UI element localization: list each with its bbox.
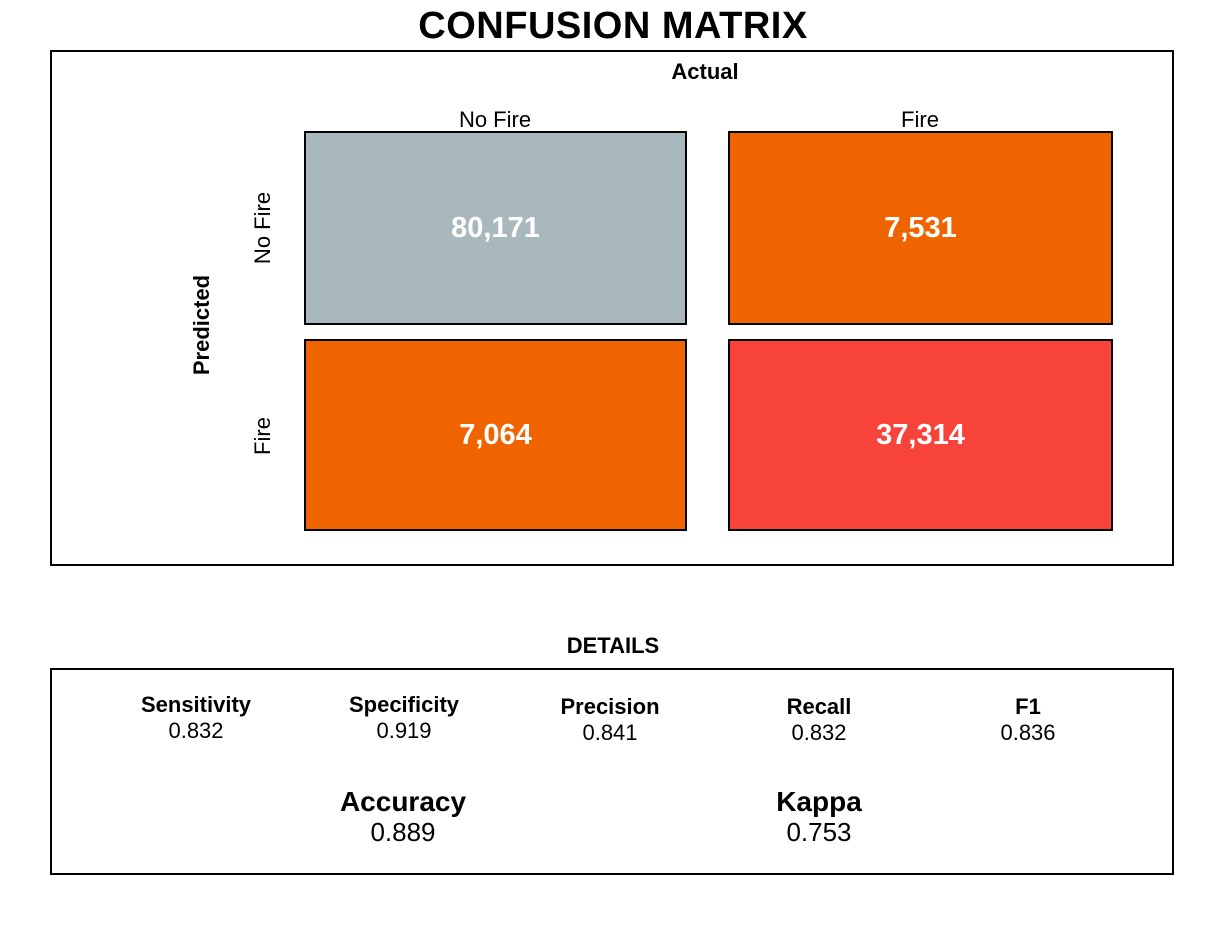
metric-sensitivity: Sensitivity 0.832: [96, 692, 296, 744]
row-label-no-fire: No Fire: [250, 191, 275, 265]
chart-title: CONFUSION MATRIX: [418, 5, 808, 47]
metric-value: 0.753: [786, 817, 852, 847]
metric-precision: Precision 0.841: [510, 694, 710, 746]
metric-name: Precision: [560, 694, 660, 719]
y-axis-label: Predicted: [189, 274, 214, 376]
metric-recall: Recall 0.832: [719, 694, 919, 746]
metric-value: 0.832: [791, 720, 847, 745]
metric-name: F1: [1015, 694, 1041, 719]
metric-value: 0.832: [168, 718, 224, 743]
x-axis-label: Actual: [671, 59, 739, 84]
cell-value-false-positive: 7,064: [459, 418, 532, 451]
metric-value: 0.889: [370, 817, 436, 847]
metric-name: Kappa: [776, 786, 862, 817]
cell-false-positive: 7,064: [304, 339, 687, 531]
metric-name: Recall: [786, 694, 852, 719]
matrix-frame: [50, 50, 1174, 566]
metric-value: 0.919: [376, 718, 432, 743]
cell-value-true-positive: 37,314: [876, 418, 965, 451]
metric-kappa: Kappa 0.753: [719, 786, 919, 846]
column-label-fire: Fire: [901, 107, 939, 132]
details-title: DETAILS: [566, 633, 660, 658]
details-frame: [50, 668, 1174, 875]
cell-value-true-negative: 80,171: [451, 211, 540, 244]
cell-true-positive: 37,314: [728, 339, 1113, 531]
metric-name: Sensitivity: [140, 692, 252, 717]
cell-true-negative: 80,171: [304, 131, 687, 325]
cell-false-negative: 7,531: [728, 131, 1113, 325]
metric-f1: F1 0.836: [928, 694, 1128, 746]
metric-name: Specificity: [348, 692, 460, 717]
metric-name: Accuracy: [339, 786, 467, 817]
column-label-no-fire: No Fire: [458, 107, 532, 132]
metric-specificity: Specificity 0.919: [304, 692, 504, 744]
cell-value-false-negative: 7,531: [884, 211, 957, 244]
metric-accuracy: Accuracy 0.889: [303, 786, 503, 846]
metric-value: 0.836: [1000, 720, 1056, 745]
row-label-fire: Fire: [250, 417, 275, 455]
metric-value: 0.841: [582, 720, 638, 745]
